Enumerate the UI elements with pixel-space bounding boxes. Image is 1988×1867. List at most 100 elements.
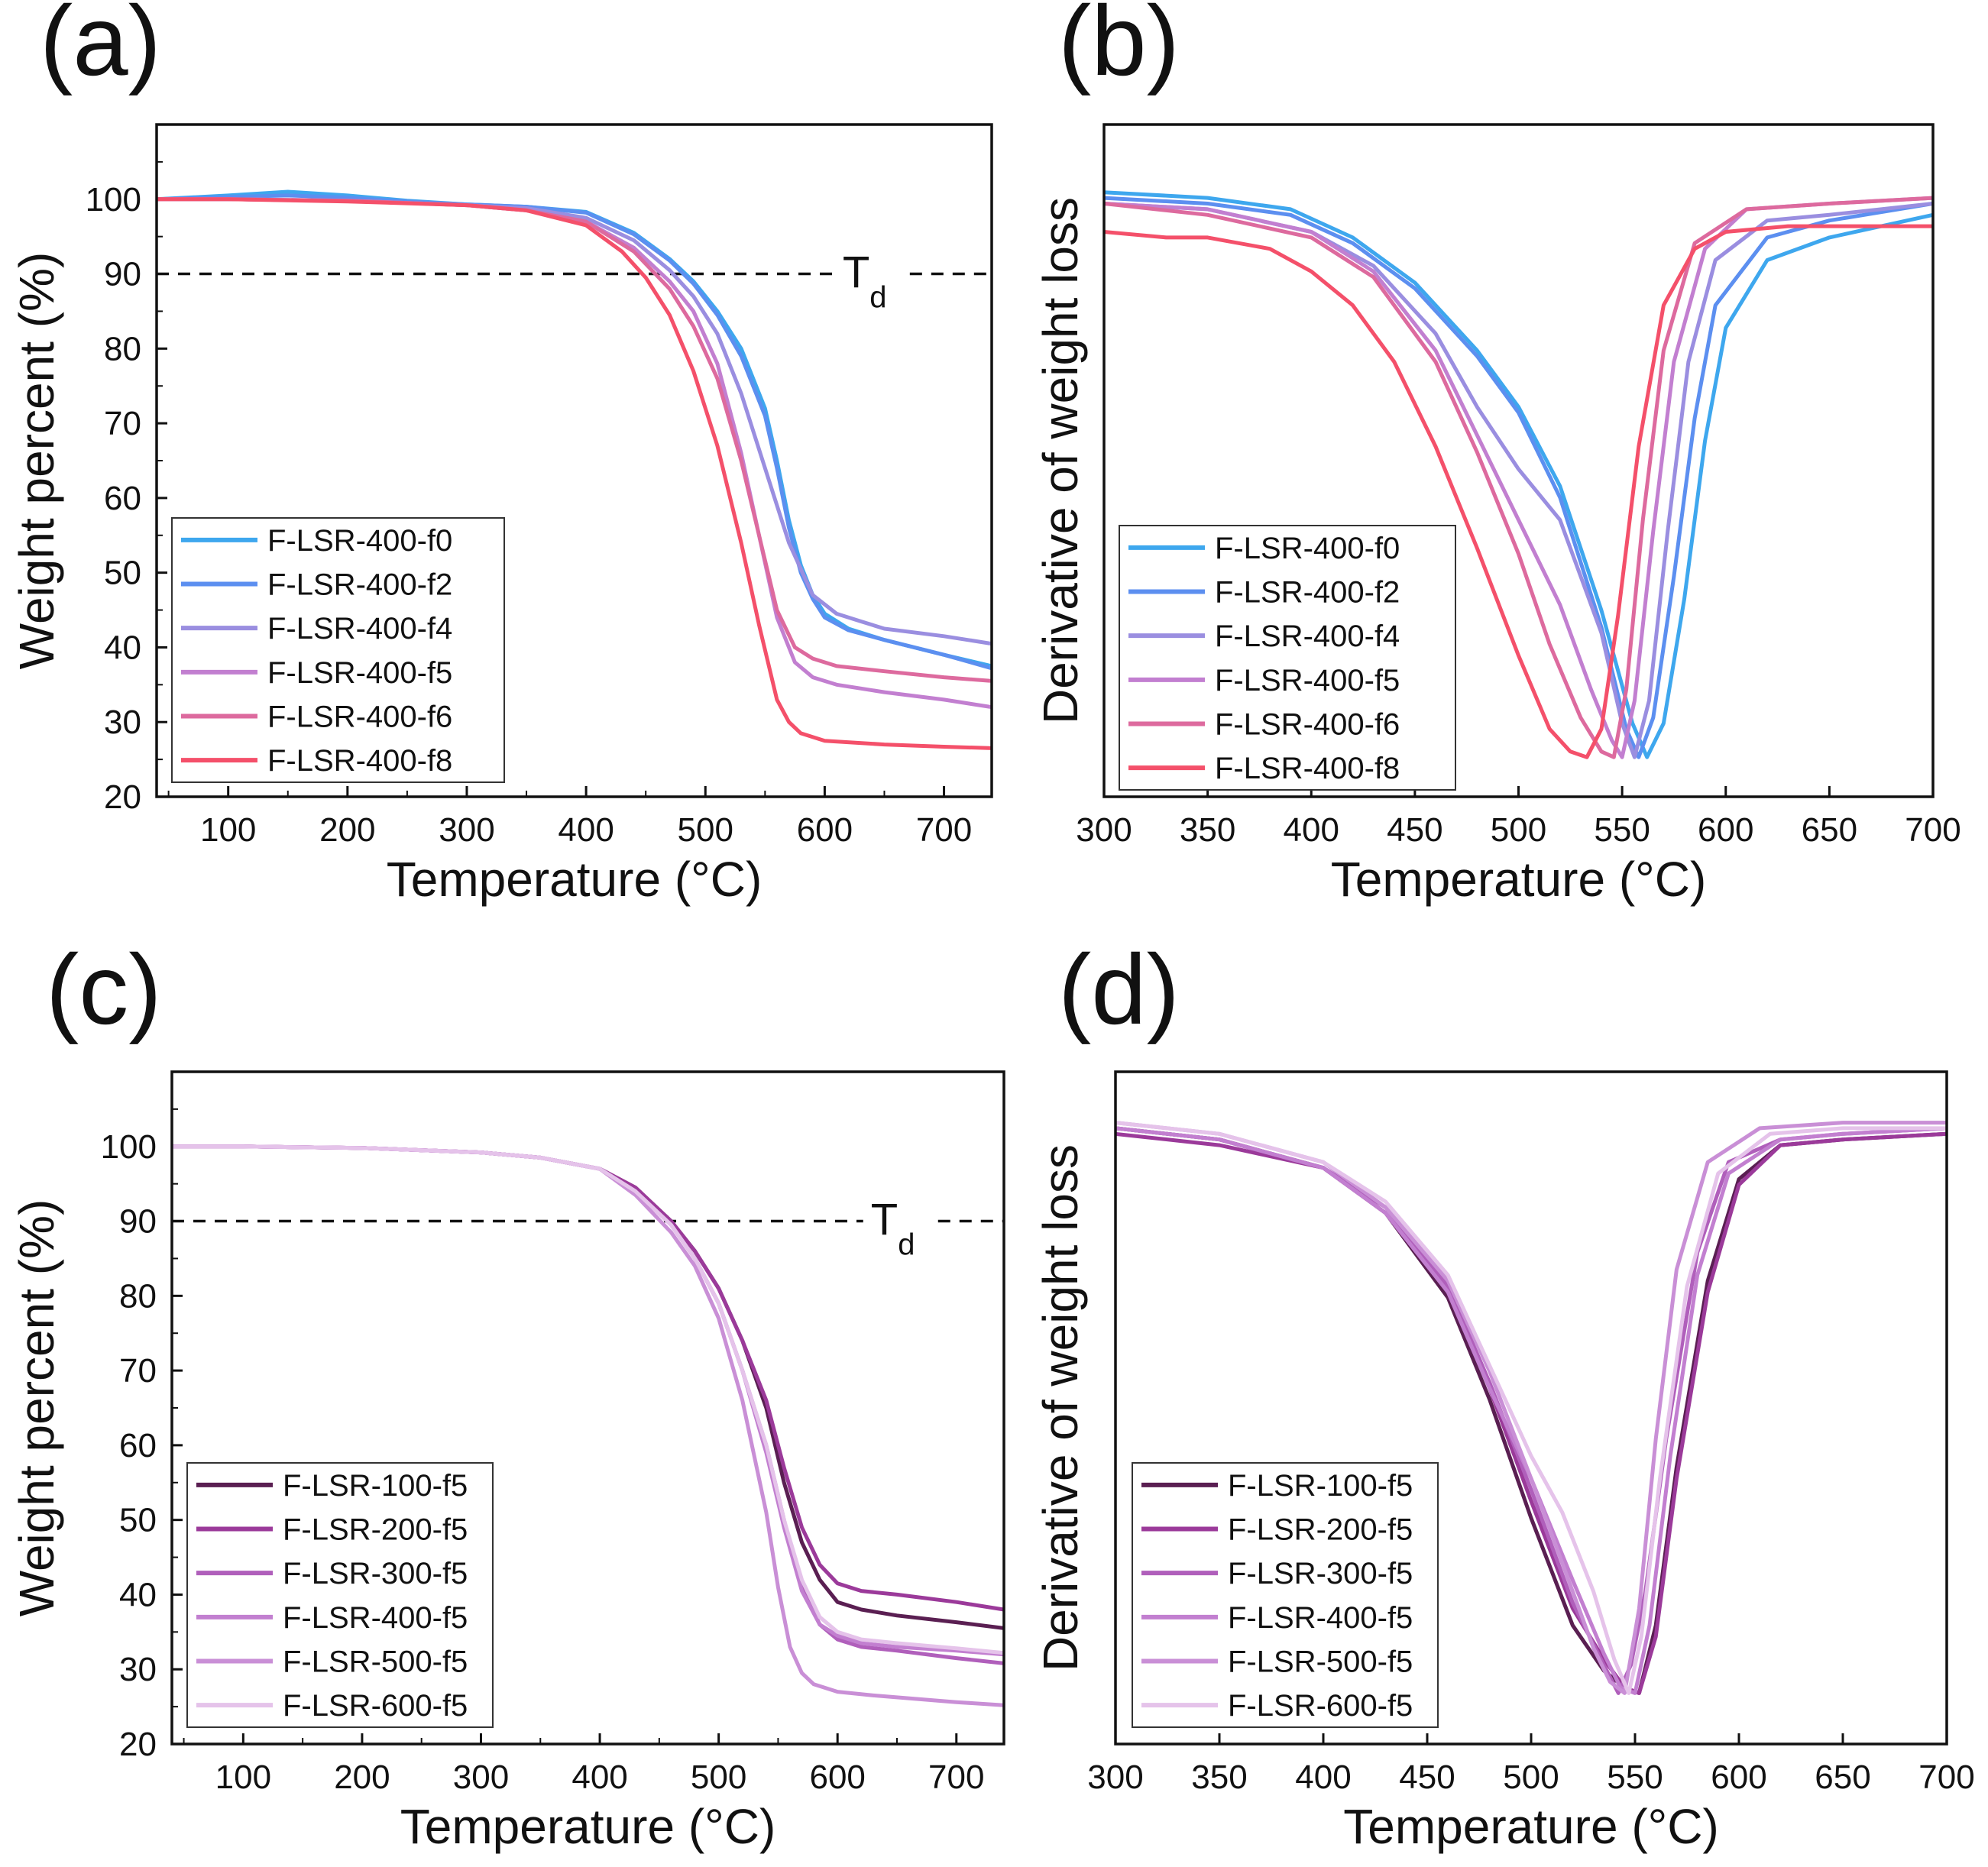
y-tick-label: 70 [104,405,141,442]
x-tick-label: 300 [453,1759,509,1796]
x-tick-label: 700 [928,1759,984,1796]
y-tick-label: 50 [119,1502,157,1539]
panel-label: (a) [40,0,161,96]
y-tick-label: 80 [104,330,141,367]
legend-label: F-LSR-400-f2 [267,568,452,602]
td-label: Td [843,248,887,315]
x-axis-title: Temperature (°C) [387,852,762,907]
y-tick-label: 90 [104,256,141,293]
legend-label: F-LSR-400-f6 [1215,708,1400,742]
x-tick-label: 100 [215,1759,271,1796]
x-tick-label: 650 [1802,811,1857,849]
plot-frame [170,1070,1005,1746]
series-line [1115,1121,1947,1695]
x-tick-label: 200 [319,811,375,849]
legend-box [171,517,505,783]
td-label-main: T [871,1196,898,1245]
panel-label: (d) [1058,934,1180,1045]
x-tick-label: 300 [1087,1759,1143,1796]
series-line [157,193,992,671]
legend-label: F-LSR-600-f5 [283,1689,468,1723]
x-tick-label: 700 [1905,811,1960,849]
y-tick-label: 90 [119,1203,157,1241]
y-axis-title: Weight percent (%) [9,1199,64,1617]
legend-label: F-LSR-400-f2 [1215,576,1400,610]
legend-label: F-LSR-500-f5 [283,1645,468,1679]
x-tick-label: 650 [1815,1759,1870,1796]
x-axis-title: Temperature (°C) [400,1799,776,1854]
x-tick-label: 500 [1503,1759,1559,1796]
series-group [1104,190,1933,759]
y-tick-label: 30 [104,704,141,741]
legend-label: F-LSR-400-f5 [267,656,452,690]
legend: F-LSR-400-f0 F-LSR-400-f2 F-LSR-400-f4 F-LS… [171,517,505,783]
legend-box [186,1462,494,1728]
x-tick-label: 200 [334,1759,390,1796]
series-line [1104,202,1933,759]
y-axis-title: Weight percent (%) [9,252,64,670]
x-tick-label: 600 [797,811,853,849]
legend: F-LSR-100-f5 F-LSR-200-f5 F-LSR-300-f5 F-LS… [1132,1462,1439,1728]
y-tick-label: 30 [119,1651,157,1688]
y-tick-label: 60 [104,480,141,517]
chart-panel-a: (a) 100 200 300 400 500 600 700 20 30 40 50 60 70 80 90… [9,0,993,907]
series-line [1104,196,1933,759]
legend-label: F-LSR-400-f0 [267,524,452,558]
x-tick-label: 600 [809,1759,865,1796]
plot-frame [155,123,993,798]
y-axis-title: Derivative of weight loss [1033,197,1088,724]
legend-label: F-LSR-400-f4 [1215,620,1400,653]
x-tick-label: 500 [1491,811,1546,849]
chart-panel-c: (c) 100 200 300 400 500 600 700 20 30 40 50 60 70 80 90… [9,934,1005,1854]
legend: F-LSR-100-f5 F-LSR-200-f5 F-LSR-300-f5 F-LS… [186,1462,494,1728]
legend-label: F-LSR-400-f8 [1215,752,1400,785]
plot-frame [1102,123,1935,798]
series-line [172,1144,1004,1655]
legend-box [1132,1462,1439,1728]
series-line [1104,224,1933,759]
x-tick-label: 700 [916,811,972,849]
series-line [157,197,992,750]
x-tick-label: 300 [1076,811,1132,849]
plot-frame [1114,1070,1948,1746]
legend-box [1119,525,1456,791]
series-line [1104,190,1933,759]
x-tick-label: 400 [558,811,614,849]
legend-label: F-LSR-400-f4 [267,612,452,646]
y-tick-label: 20 [119,1726,157,1763]
legend-label: F-LSR-100-f5 [283,1469,468,1503]
panel-label: (c) [46,934,162,1045]
legend-label: F-LSR-400-f5 [1228,1601,1413,1635]
y-tick-label: 60 [119,1427,157,1464]
y-tick-label: 20 [104,778,141,816]
x-tick-label: 400 [571,1759,627,1796]
x-tick-label: 700 [1918,1759,1974,1796]
legend-label: F-LSR-100-f5 [1228,1469,1413,1503]
legend-label: F-LSR-400-f6 [267,701,452,734]
td-label-sub: d [869,281,886,315]
x-axis-title: Temperature (°C) [1331,852,1707,907]
y-tick-label: 40 [119,1576,157,1613]
series-group [172,1144,1004,1707]
x-tick-label: 350 [1191,1759,1247,1796]
td-label: Td [871,1196,915,1262]
x-tick-label: 600 [1711,1759,1766,1796]
y-tick-label: 40 [104,629,141,666]
x-tick-label: 400 [1295,1759,1351,1796]
legend-label: F-LSR-300-f5 [283,1557,468,1590]
x-tick-label: 500 [678,811,733,849]
legend-label: F-LSR-400-f8 [267,744,452,778]
x-tick-label: 450 [1399,1759,1455,1796]
x-tick-label: 500 [691,1759,746,1796]
x-tick-label: 350 [1180,811,1235,849]
td-label-main: T [843,248,869,298]
x-tick-label: 300 [439,811,494,849]
chart-panel-d: (d) 300 350 400 450 500 550 600 650 700 F-LSR-100-… [1033,934,1975,1854]
legend-label: F-LSR-400-f5 [283,1601,468,1635]
y-tick-label: 80 [119,1277,157,1315]
series-line [1115,1126,1947,1695]
x-tick-label: 450 [1387,811,1442,849]
series-group [157,189,992,750]
legend-label: F-LSR-200-f5 [283,1513,468,1547]
